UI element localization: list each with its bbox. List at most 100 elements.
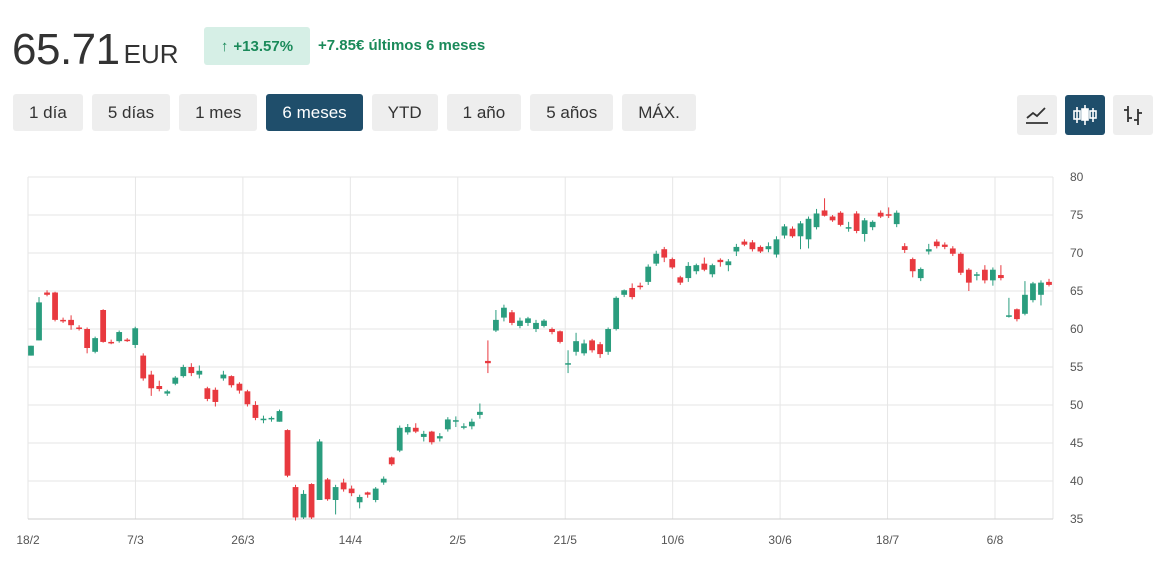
candle [460,423,467,430]
candle-body [476,411,483,415]
candle [260,415,267,424]
candle-body [781,226,788,236]
candle-body [412,427,419,432]
candle [765,242,772,253]
candle [581,339,587,356]
candle-body [68,319,74,326]
candle-body [444,419,451,430]
candle [973,272,980,281]
candle-body [164,391,171,394]
range-button-1-year[interactable]: 1 año [446,94,522,131]
candle-body [621,290,628,295]
candle [348,485,355,497]
line-chart-button[interactable] [1017,95,1057,135]
candle [284,429,291,478]
candle-body [933,241,940,247]
candle-body [252,405,259,418]
candlestick-chart-button[interactable] [1065,95,1105,135]
candle [1030,281,1036,303]
candle [220,370,227,381]
candle-body [557,331,563,342]
candle [709,263,716,278]
candle-body [356,496,363,503]
candle [749,240,756,252]
candle [781,224,788,239]
candle-body [428,431,435,443]
candle [829,215,836,222]
candle-body [348,488,355,494]
candle-body [1022,294,1028,314]
range-button-1-month[interactable]: 1 mes [179,94,258,131]
candle [108,339,115,345]
range-button-5-years[interactable]: 5 años [530,94,614,131]
candle [925,243,932,255]
candle [837,211,844,227]
candle [789,226,796,238]
candle [565,350,571,374]
x-tick-label: 2/5 [449,533,466,547]
candle [853,211,860,234]
y-tick-label: 70 [1070,246,1084,260]
candle [356,494,363,509]
candle-body [380,478,387,483]
candle [653,250,660,266]
ohlc-chart-button[interactable] [1113,95,1153,135]
candle-body [589,340,595,351]
candle [68,315,74,330]
candle [549,327,555,335]
candle-body [260,418,267,421]
candle-body [188,367,195,374]
range-button-max[interactable]: MÁX. [622,94,696,131]
candle-body [709,265,716,275]
candle-body [581,343,587,354]
candle-body [236,383,243,391]
ohlc-bars-icon [1124,106,1142,125]
candle-body [533,322,539,329]
candle [685,262,692,282]
candlestick-chart[interactable]: 35 40 45 50 55 60 65 70 75 80 18/2 7/3 26/3 14/4 2/5 21… [0,160,1159,560]
candle [813,208,820,230]
candle-body [324,479,331,500]
candle-body [332,487,339,500]
candle-body [84,329,91,348]
range-button-6-months[interactable]: 6 meses [266,94,363,131]
candle-body [284,430,291,476]
candle-body [613,297,620,329]
line-chart-icon [1026,107,1048,124]
range-button-ytd[interactable]: YTD [371,94,438,131]
candle-body [1038,282,1044,295]
candle-body [981,269,988,281]
candle-body [989,269,996,281]
range-button-5-days[interactable]: 5 días [91,94,171,131]
candle-body [685,265,692,279]
candle-body [653,253,660,264]
range-button-1-day[interactable]: 1 día [13,94,83,131]
candle [364,491,371,498]
candle [733,243,740,257]
candle-body [629,287,636,298]
candle-body [116,332,123,342]
candle-body [292,487,299,518]
candle [493,310,499,333]
candle [998,265,1004,281]
candle-body [717,259,724,263]
candle [188,363,195,377]
candle [276,409,283,422]
candle-body [180,367,187,377]
candle [893,210,900,228]
candle-body [525,318,531,323]
price-currency: EUR [123,39,179,69]
candle [701,257,708,272]
candle [501,304,507,322]
candle [252,401,259,421]
candle-body [316,441,323,500]
candle [957,252,964,276]
candle [268,416,275,422]
candle-body [693,265,700,272]
price-value: 65.71 [12,25,120,74]
candle [773,236,780,258]
candle [989,267,996,286]
candle [332,484,339,515]
candle [917,267,924,282]
candle [436,433,443,442]
